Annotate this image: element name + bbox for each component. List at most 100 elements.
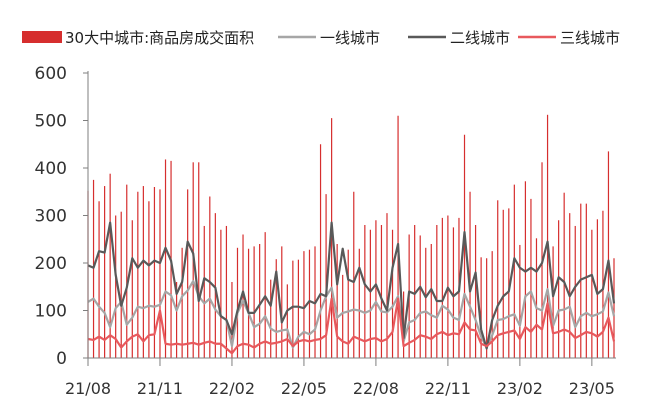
bar — [342, 274, 344, 359]
bar — [585, 203, 587, 359]
bar — [469, 191, 471, 358]
bar — [159, 189, 161, 359]
bar — [331, 118, 333, 359]
y-tick-label: 300 — [35, 207, 67, 227]
bar — [569, 213, 571, 359]
bar — [425, 247, 427, 358]
bar — [358, 248, 360, 358]
bar — [419, 235, 421, 358]
x-tick-label: 22/05 — [281, 379, 327, 398]
bar — [336, 244, 338, 358]
bar — [92, 179, 95, 359]
x-tick-label: 22/02 — [209, 379, 255, 398]
bar — [613, 258, 615, 358]
bar — [164, 159, 167, 358]
bar — [508, 208, 510, 359]
series-line-2 — [87, 221, 616, 350]
y-tick-label: 400 — [35, 159, 67, 179]
bar — [502, 209, 504, 358]
bar — [480, 257, 482, 358]
axes: 0 100 200 300 400 500 600 21/08 21/11 22/02 22/05 2… — [35, 64, 616, 398]
legend-label: 一线城市 — [320, 29, 380, 47]
bar — [104, 186, 106, 358]
bar — [308, 249, 311, 358]
bar — [364, 225, 366, 358]
bar — [397, 115, 399, 358]
x-tick-label: 23/02 — [497, 379, 543, 398]
bar — [546, 114, 549, 358]
bar — [574, 225, 576, 358]
bar — [259, 244, 261, 358]
bar — [535, 238, 538, 358]
bar — [319, 144, 322, 358]
series-line-1 — [87, 279, 616, 349]
bar — [497, 200, 499, 358]
bar — [552, 246, 554, 359]
y-tick-label: 500 — [35, 112, 67, 132]
series-line-3 — [87, 297, 616, 355]
bar — [463, 134, 466, 358]
bar — [414, 225, 416, 358]
bar — [225, 225, 228, 358]
bar — [203, 225, 205, 358]
bar — [436, 225, 438, 358]
bar — [214, 213, 216, 359]
bar — [247, 248, 250, 358]
bar — [220, 229, 222, 358]
bar — [607, 151, 610, 359]
bar — [281, 246, 283, 359]
legend-label: 二线城市 — [450, 29, 510, 47]
bar — [558, 220, 560, 358]
bar — [441, 217, 443, 359]
x-tick-label: 21/08 — [65, 379, 111, 398]
bar — [109, 173, 111, 358]
bar — [270, 279, 272, 359]
bar — [380, 225, 383, 358]
x-tick-label: 21/11 — [137, 379, 183, 398]
bar — [563, 192, 565, 358]
bar-series — [87, 114, 615, 359]
bar — [275, 259, 277, 358]
bar — [474, 225, 477, 358]
y-tick-label: 200 — [35, 254, 67, 274]
y-tick-label: 0 — [56, 349, 67, 369]
bar — [181, 247, 183, 358]
bar — [430, 244, 432, 358]
bar — [131, 220, 133, 358]
bar — [187, 189, 189, 359]
bar — [391, 229, 394, 358]
bar — [242, 234, 244, 358]
bar — [98, 201, 100, 358]
x-tick-label: 23/05 — [569, 379, 615, 398]
bar — [231, 282, 233, 358]
bar — [375, 220, 377, 358]
line-series — [87, 221, 616, 355]
bar — [264, 232, 266, 359]
x-tick-label: 22/08 — [353, 379, 399, 398]
legend-label: 30大中城市:商品房成交面积 — [65, 29, 254, 47]
bar — [286, 284, 288, 359]
bar — [175, 282, 178, 358]
bar — [148, 201, 150, 358]
bar — [513, 184, 515, 358]
bar — [142, 186, 144, 358]
bar — [519, 244, 521, 358]
bar — [530, 198, 532, 359]
bar — [486, 258, 488, 358]
bar — [297, 259, 299, 358]
bar — [292, 260, 294, 359]
bar — [253, 246, 255, 359]
bar — [452, 227, 455, 359]
x-tick-label: 22/11 — [425, 379, 471, 398]
bar — [137, 191, 139, 358]
bar — [524, 181, 527, 358]
bar — [591, 229, 593, 358]
bar — [209, 196, 211, 358]
bar — [596, 219, 598, 358]
y-tick-label: 600 — [35, 64, 67, 84]
bar — [120, 211, 122, 358]
legend-swatch-bar — [22, 31, 62, 43]
bar — [369, 229, 371, 358]
y-tick-label: 100 — [35, 302, 67, 322]
